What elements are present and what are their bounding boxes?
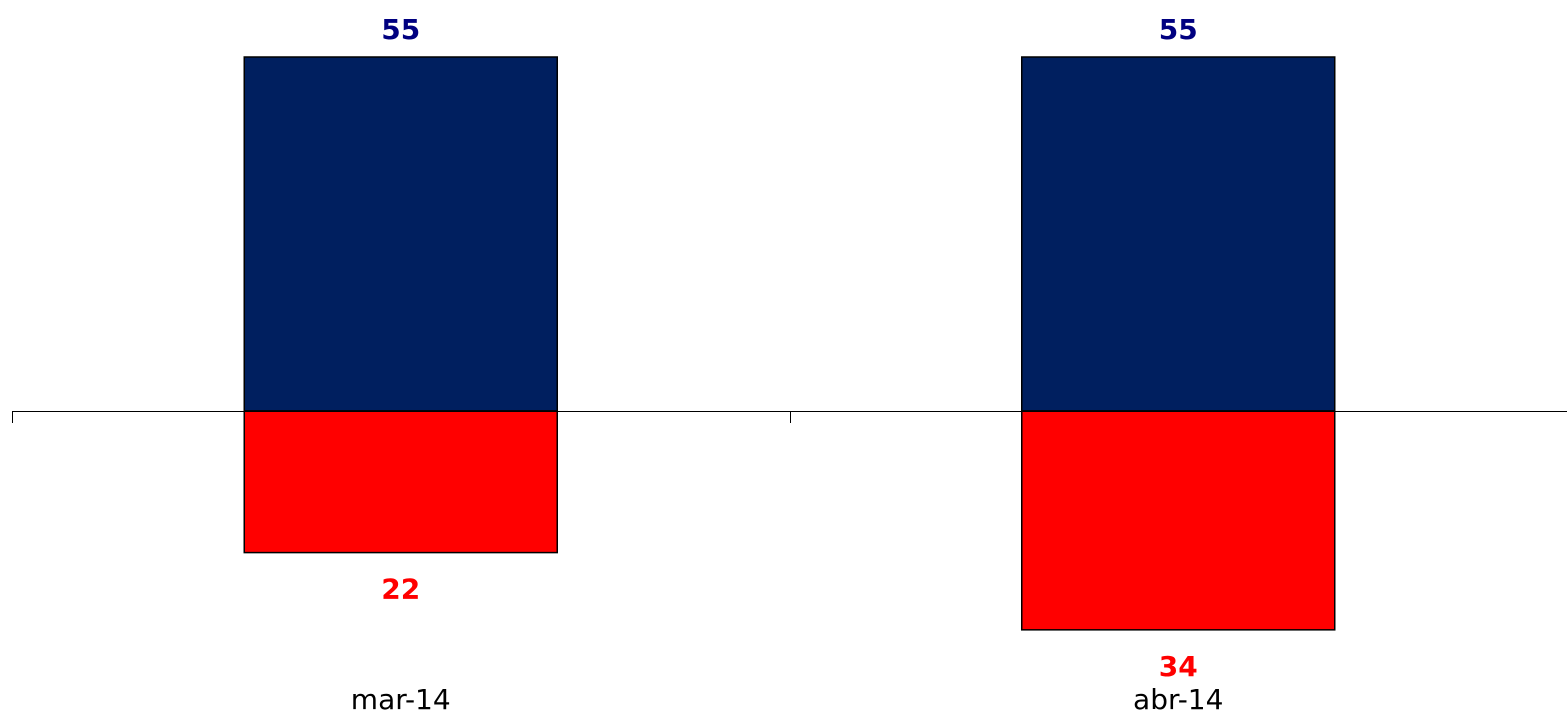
category-label: mar-14: [351, 683, 451, 716]
value-label-negative: 22: [381, 573, 420, 606]
bar-positive: [243, 56, 558, 412]
value-label-positive: 55: [1159, 13, 1198, 46]
bar-positive: [1021, 56, 1336, 412]
bar-negative: [1021, 410, 1336, 631]
category-label: abr-14: [1133, 683, 1223, 716]
bar-negative: [243, 410, 558, 554]
value-label-positive: 55: [381, 13, 420, 46]
value-label-negative: 34: [1159, 650, 1198, 683]
axis-layer: [12, 411, 1567, 423]
bars-layer: [243, 56, 1336, 631]
